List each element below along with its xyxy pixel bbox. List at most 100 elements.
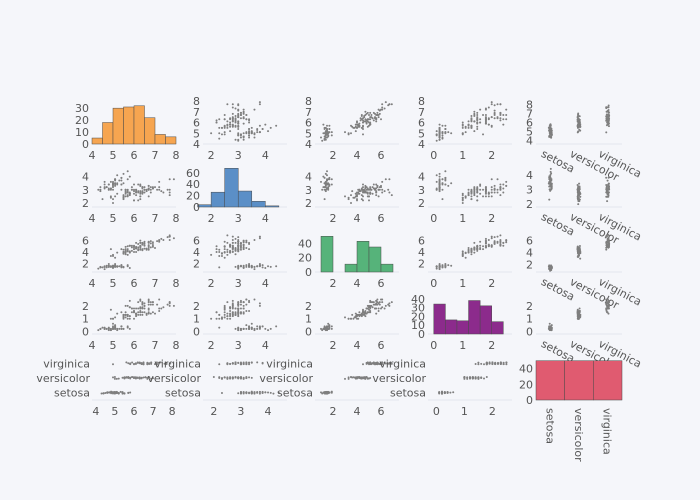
scatter-point (487, 239, 490, 241)
scatter-point (441, 392, 443, 395)
scatter-point (267, 130, 270, 133)
scatter-point (577, 198, 580, 201)
scatter-point (482, 248, 485, 251)
scatter-point (253, 239, 256, 241)
scatter-point (239, 392, 242, 395)
y-tick-label: 7 (418, 106, 425, 119)
scatter-point (126, 248, 129, 251)
scatter-point (120, 183, 123, 186)
scatter-point (168, 304, 171, 307)
scatter-point (143, 242, 146, 245)
x-tick-label: 5 (110, 277, 117, 290)
scatter-point (215, 245, 218, 248)
scatter-point (226, 312, 229, 315)
scatter-point (372, 111, 375, 114)
scatter-point (133, 311, 135, 314)
scatter-point (107, 188, 110, 191)
scatter-point (467, 249, 470, 252)
scatter-point (258, 392, 261, 395)
scatter-point (461, 132, 464, 135)
scatter-point (447, 131, 450, 134)
scatter-point (237, 376, 240, 379)
scatter-point (97, 188, 100, 191)
scatter-point (242, 122, 245, 125)
scatter-point (237, 304, 240, 307)
scatter-point (269, 265, 272, 268)
scatter-point (388, 302, 391, 305)
x-tick-label: 8 (173, 277, 180, 290)
scatter-point (320, 327, 322, 330)
x-tick-label: 3 (237, 405, 244, 418)
scatter-point (490, 188, 493, 191)
scatter-point (388, 191, 391, 194)
scatter-point (360, 198, 363, 201)
scatter-point (484, 188, 487, 191)
scatter-point (218, 137, 221, 140)
y-tick-label: 5 (193, 127, 200, 140)
y-tick-label: 3 (305, 184, 312, 197)
scatter-point (112, 182, 114, 185)
scatter-point (607, 108, 610, 111)
histogram-count-tick-label: 0 (82, 138, 89, 151)
scatter-point (576, 308, 579, 311)
scatter-point (151, 241, 154, 244)
scatter-point (237, 116, 240, 119)
scatter-point (362, 133, 364, 136)
scatter-point (149, 188, 152, 191)
scatter-point (352, 317, 355, 320)
scatter-point (143, 186, 146, 189)
scatter-point (380, 118, 382, 121)
scatter-point (326, 325, 328, 328)
y-tick-label: 4 (82, 171, 89, 184)
species-x-tick-label: versicolor (572, 408, 585, 462)
scatter-point (441, 124, 444, 127)
y-tick-label: 2 (418, 197, 425, 210)
scatter-point (118, 265, 121, 268)
scatter-point (242, 311, 245, 314)
scatter-point (168, 178, 171, 181)
y-tick-label: 6 (193, 117, 200, 130)
scatter-point (549, 134, 552, 137)
histogram-bar (112, 107, 124, 145)
scatter-point (226, 253, 229, 256)
scatter-point (484, 113, 487, 116)
scatter-point (328, 127, 331, 130)
scatter-point (141, 242, 144, 245)
scatter-point (275, 124, 278, 127)
histogram-count-tick-label: 30 (411, 302, 425, 315)
scatter-point (344, 377, 346, 380)
scatter-point (113, 377, 116, 380)
scatter-point (356, 377, 358, 380)
scatter-point (490, 195, 493, 198)
scatter-point (129, 362, 132, 365)
scatter-point (548, 124, 551, 127)
scatter-point (258, 235, 261, 238)
scatter-point (115, 377, 118, 380)
scatter-point (605, 241, 608, 244)
scatter-point (490, 235, 493, 238)
scatter-point (370, 116, 373, 119)
y-tick-label: 2 (305, 197, 312, 210)
scatter-point (605, 184, 608, 187)
scatter-point (169, 362, 172, 365)
scatter-point (122, 194, 125, 197)
scatter-point (220, 252, 223, 255)
scatter-point (165, 362, 168, 365)
scatter-point (488, 362, 491, 365)
scatter-point (577, 191, 580, 194)
scatter-point (324, 327, 327, 330)
scatter-point (474, 362, 477, 365)
histogram-bar (456, 320, 469, 335)
scatter-point (160, 307, 163, 310)
histogram-count-tick-label: 40 (411, 293, 425, 306)
scatter-point (359, 313, 362, 316)
scatter-point (388, 103, 391, 106)
scatter-point (245, 264, 248, 267)
scatter-point (390, 301, 393, 304)
scatter-point (248, 376, 251, 379)
histogram-bar (445, 319, 458, 335)
scatter-point (264, 327, 267, 330)
scatter-point (223, 313, 226, 316)
scatter-point (473, 194, 476, 197)
scatter-point (234, 311, 237, 314)
